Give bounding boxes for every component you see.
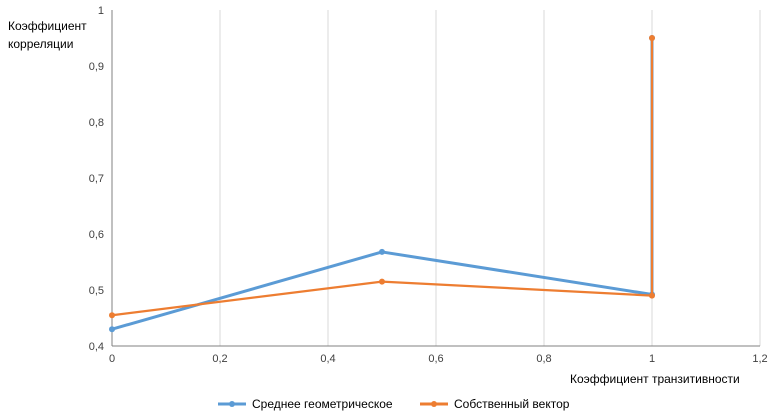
x-tick-label: 0,4 (320, 353, 335, 365)
y-tick-label: 1 (98, 5, 104, 17)
series-line (111, 38, 654, 331)
y-axis-title-line-2: корреляции (8, 37, 73, 51)
y-tick-label: 0,4 (89, 341, 104, 353)
y-tick-label: 0,5 (89, 285, 104, 297)
series-layer (109, 35, 655, 333)
x-tick-label: 1 (649, 353, 655, 365)
x-axis-title: Коэффициент транзитивности (570, 372, 740, 386)
legend-marker (431, 401, 437, 407)
legend-label: Собственный вектор (454, 397, 570, 411)
data-point (109, 312, 115, 319)
legend-marker (229, 401, 235, 407)
y-tick-label: 0,7 (89, 173, 104, 185)
x-tick-label: 0,6 (428, 353, 443, 365)
x-tick-label: 0,2 (212, 353, 227, 365)
axes (111, 10, 760, 347)
data-point (379, 248, 385, 255)
x-tick-labels: 0 0,2 0,4 0,6 0,8 1 1,2 (109, 353, 768, 365)
data-point (109, 326, 115, 333)
y-axis-title-line-1: Коэффициент (8, 19, 87, 33)
y-tick-labels: 0,4 0,5 0,6 0,7 0,8 0,9 1 (89, 5, 104, 353)
legend: Среднее геометрическое Собственный вектор (218, 397, 570, 411)
x-tick-label: 1,2 (752, 353, 767, 365)
x-tick-label: 0 (109, 353, 115, 365)
y-tick-label: 0,9 (89, 61, 104, 73)
data-point (379, 278, 385, 285)
x-tick-label: 0,8 (536, 353, 551, 365)
series-line (111, 38, 654, 317)
data-point (649, 35, 655, 41)
data-point (649, 292, 655, 299)
y-tick-label: 0,6 (89, 229, 104, 241)
gridlines (219, 10, 761, 346)
y-tick-label: 0,8 (89, 117, 104, 129)
legend-label: Среднее геометрическое (252, 397, 393, 411)
